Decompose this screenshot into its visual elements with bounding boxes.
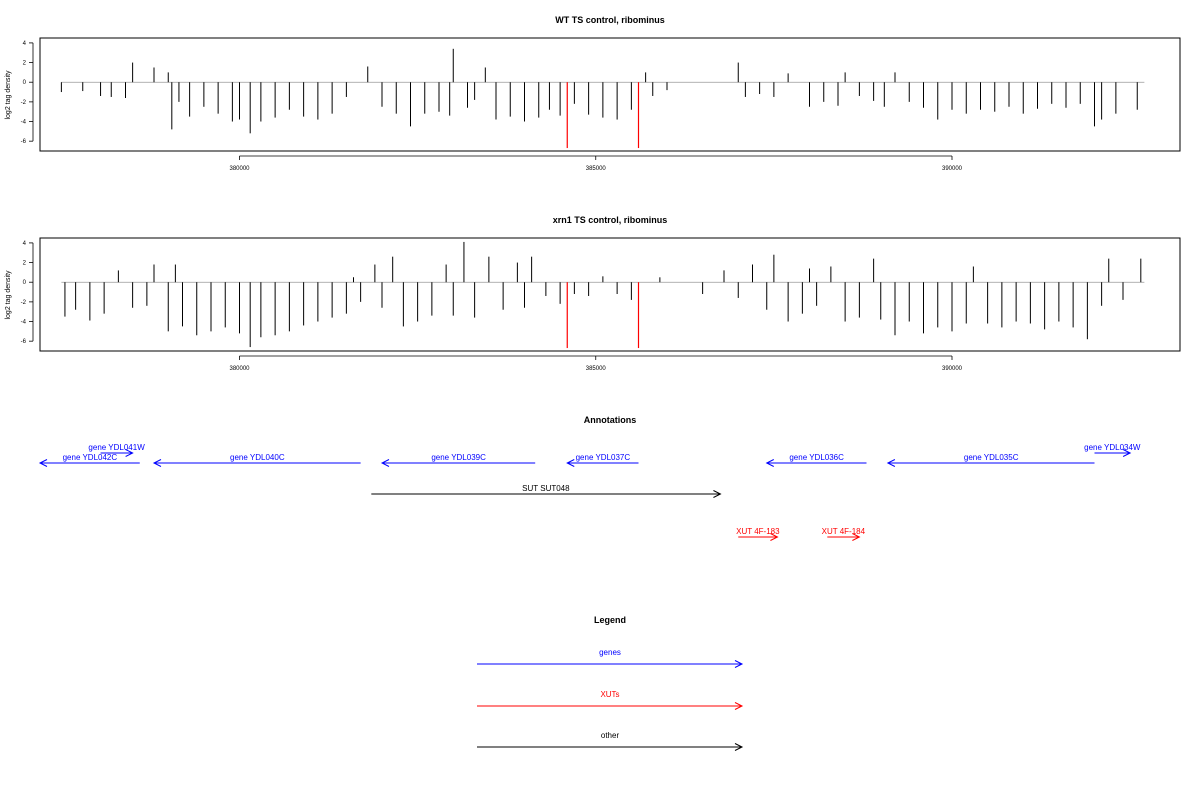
annotation-xut-label: XUT 4F-184: [822, 527, 866, 536]
wt-panel-title: WT TS control, ribominus: [555, 15, 665, 25]
legend-xut-label: XUTs: [600, 690, 619, 699]
xrn1-x-tick-label: 385000: [586, 366, 607, 372]
wt-y-tick-label: 4: [23, 41, 27, 47]
xrn1-panel: xrn1 TS control, ribominus log2 tag dens…: [5, 215, 1181, 372]
xrn1-y-tick-label: -4: [21, 320, 27, 326]
annotation-gene-label: gene YDL039C: [431, 453, 486, 462]
annotation-gene-arrow: gene YDL040C: [152, 453, 361, 467]
wt-x-tick-label: 385000: [586, 166, 607, 172]
annotation-gene-label: gene YDL037C: [576, 453, 631, 462]
xrn1-y-tick-label: -6: [21, 339, 27, 345]
annotation-xut-label: XUT 4F-183: [736, 527, 780, 536]
annotation-other-label: SUT SUT048: [522, 484, 570, 493]
legend-panel: Legend genes XUTs other: [477, 615, 744, 751]
annotation-gene-arrow: gene YDL042C: [38, 453, 140, 467]
xrn1-y-tick-label: -2: [21, 300, 27, 306]
annotation-gene-arrow-head: [886, 459, 896, 467]
annotation-xut-arrow-head: [770, 533, 779, 541]
legend-gene-arrow-head: [734, 660, 744, 668]
annotation-gene-arrow-head: [152, 459, 162, 467]
annotation-gene-arrow-head: [765, 459, 774, 467]
annotation-gene-arrow-head: [566, 459, 575, 467]
legend-other-arrow-head: [734, 743, 744, 751]
legend-other-label: other: [601, 731, 620, 740]
legend-items: genes XUTs other: [477, 648, 744, 751]
xrn1-y-tick-label: 4: [23, 241, 27, 247]
annotation-gene-arrow-head: [125, 449, 134, 457]
annotation-gene-arrow: gene YDL041W: [88, 443, 145, 457]
wt-y-tick-label: -2: [21, 100, 27, 106]
annotation-gene-arrow-head: [38, 459, 48, 467]
annotation-other-arrow: SUT SUT048: [371, 484, 722, 498]
xrn1-plot-frame: [39, 237, 1181, 352]
wt-x-tick-label: 390000: [942, 166, 963, 172]
wt-y-tick-label: 0: [23, 80, 27, 86]
annotation-gene-label: gene YDL042C: [63, 453, 118, 462]
annotation-gene-label: gene YDL041W: [88, 443, 145, 452]
annotation-xut-arrow-head: [852, 533, 861, 541]
annotation-other-arrow-head: [713, 490, 722, 498]
xrn1-panel-title: xrn1 TS control, ribominus: [553, 215, 668, 225]
wt-y-tick-label: -6: [21, 139, 27, 145]
xrn1-x-tick-label: 390000: [942, 366, 963, 372]
annotation-gene-arrow-head: [1122, 449, 1132, 457]
xrn1-x-tick-label: 380000: [229, 366, 250, 372]
legend-gene-label: genes: [599, 648, 621, 657]
wt-y-axis: -6 -4 -2 0 2 4: [21, 41, 34, 145]
xrn1-x-axis: 380000 385000 390000: [229, 355, 963, 372]
annotations-title: Annotations: [584, 415, 637, 425]
annotation-gene-label: gene YDL040C: [230, 453, 285, 462]
wt-y-tick-label: 2: [23, 61, 27, 67]
xrn1-data-group: [61, 241, 1145, 349]
wt-panel: WT TS control, ribominus log2 tag densit…: [5, 15, 1181, 172]
annotation-gene-arrow-head: [380, 459, 390, 467]
annotation-gene-arrow: gene YDL039C: [380, 453, 536, 467]
legend-gene-arrow: genes: [477, 648, 744, 668]
annotation-gene-arrow: gene YDL034W: [1084, 443, 1141, 457]
annotation-gene-arrow: gene YDL036C: [765, 453, 867, 467]
xrn1-y-axis: -6 -4 -2 0 2 4: [21, 241, 34, 345]
annotation-gene-label: gene YDL035C: [964, 453, 1019, 462]
annotation-xut-arrow: XUT 4F-184: [822, 527, 866, 541]
xrn1-y-tick-label: 0: [23, 280, 27, 286]
wt-x-tick-label: 380000: [229, 166, 250, 172]
wt-plot-frame: [39, 37, 1181, 152]
xrn1-y-tick-label: 2: [23, 261, 27, 267]
wt-x-axis: 380000 385000 390000: [229, 155, 963, 172]
annotation-gene-label: gene YDL034W: [1084, 443, 1141, 452]
wt-data-group: [60, 48, 1145, 149]
legend-other-arrow: other: [477, 731, 744, 751]
legend-title: Legend: [594, 615, 626, 625]
annotation-gene-arrow: gene YDL037C: [566, 453, 639, 467]
wt-y-axis-label: log2 tag density: [5, 70, 12, 120]
wt-y-tick-label: -4: [21, 120, 27, 126]
xrn1-y-axis-label: log2 tag density: [5, 270, 12, 320]
annotation-gene-label: gene YDL036C: [789, 453, 844, 462]
annotation-gene-arrow: gene YDL035C: [886, 453, 1095, 467]
legend-xut-arrow-head: [734, 702, 744, 710]
legend-xut-arrow: XUTs: [477, 690, 744, 710]
annotation-xut-arrow: XUT 4F-183: [736, 527, 780, 541]
